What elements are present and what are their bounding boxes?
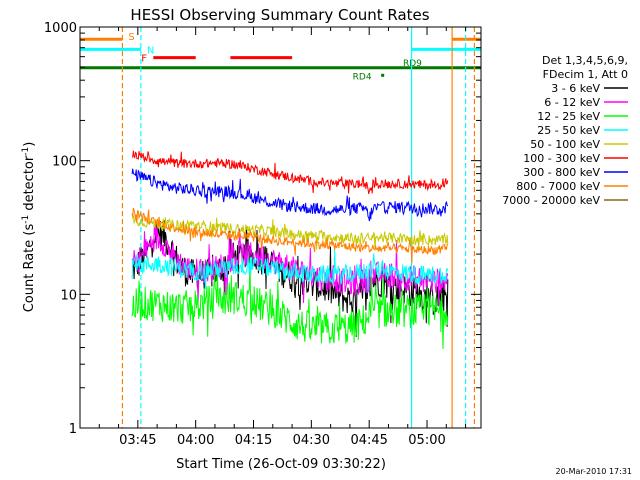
flag-label-s: S bbox=[128, 32, 134, 43]
y-axis-title: Count Rate (s-1 detector-1) bbox=[21, 142, 37, 313]
series-line-6 bbox=[131, 168, 449, 222]
legend-label-4: 50 - 100 keV bbox=[530, 138, 600, 151]
legend-label-6: 300 - 800 keV bbox=[523, 166, 600, 179]
timestamp: 20-Mar-2010 17:31 bbox=[556, 467, 633, 476]
x-tick-label-0: 03:45 bbox=[119, 433, 156, 448]
series-line-5 bbox=[131, 150, 449, 195]
legend: Det 1,3,4,5,6,9, FDecim 1, Att 0 3 - 6 k… bbox=[502, 54, 628, 207]
flag-label-rd9: RD9 bbox=[403, 59, 422, 69]
x-tick-label-5: 05:00 bbox=[408, 433, 445, 448]
x-axis-ticks: 03:45 04:00 04:15 04:30 04:45 05:00 bbox=[98, 27, 467, 448]
y-tick-label-0: 1 bbox=[69, 422, 77, 437]
flag-label-f: F bbox=[141, 54, 147, 65]
legend-label-3: 25 - 50 keV bbox=[537, 124, 600, 137]
x-tick-label-2: 04:15 bbox=[235, 433, 272, 448]
legend-label-5: 100 - 300 keV bbox=[523, 152, 600, 165]
y-axis-title-part1: Count Rate (s bbox=[22, 224, 37, 313]
x-tick-label-4: 04:45 bbox=[350, 433, 387, 448]
x-tick-label-1: 04:00 bbox=[177, 433, 214, 448]
x-axis-title: Start Time (26-Oct-09 03:30:22) bbox=[176, 457, 386, 472]
series-line-2 bbox=[131, 257, 449, 350]
chart-title: HESSI Observing Summary Count Rates bbox=[130, 6, 429, 24]
legend-header-line2: FDecim 1, Att 0 bbox=[543, 68, 628, 81]
y-tick-label-3: 1000 bbox=[44, 21, 77, 36]
flag-rows: S NF RD9 RD4 bbox=[80, 32, 481, 82]
y-axis-ticks: 1 10 100 1000 bbox=[44, 21, 481, 437]
legend-label-2: 12 - 25 keV bbox=[537, 110, 600, 123]
flag-label-n: N bbox=[147, 45, 154, 56]
legend-label-0: 3 - 6 keV bbox=[551, 82, 600, 95]
y-axis-title-sup2: -1 bbox=[21, 147, 31, 156]
legend-header-line1: Det 1,3,4,5,6,9, bbox=[542, 54, 628, 67]
series-group bbox=[131, 150, 449, 350]
flag-label-rd4: RD4 bbox=[353, 72, 372, 82]
legend-label-1: 6 - 12 keV bbox=[544, 96, 600, 109]
series-line-4 bbox=[131, 214, 449, 251]
y-axis-title-part3: ) bbox=[22, 142, 37, 147]
y-axis-title-sup1: -1 bbox=[21, 215, 31, 224]
y-tick-label-2: 100 bbox=[52, 155, 77, 170]
legend-label-8: 7000 - 20000 keV bbox=[502, 194, 600, 207]
series-line-0 bbox=[132, 220, 449, 337]
y-tick-label-1: 10 bbox=[60, 288, 77, 303]
y-axis-title-part2: detector bbox=[22, 155, 37, 215]
flag-marker-rd4 bbox=[381, 73, 385, 77]
series-line-3 bbox=[131, 249, 449, 294]
legend-label-7: 800 - 7000 keV bbox=[516, 180, 600, 193]
plot-frame bbox=[79, 26, 482, 429]
vertical-markers bbox=[121, 27, 475, 428]
x-tick-label-3: 04:30 bbox=[293, 433, 330, 448]
series-line-7 bbox=[131, 207, 448, 264]
